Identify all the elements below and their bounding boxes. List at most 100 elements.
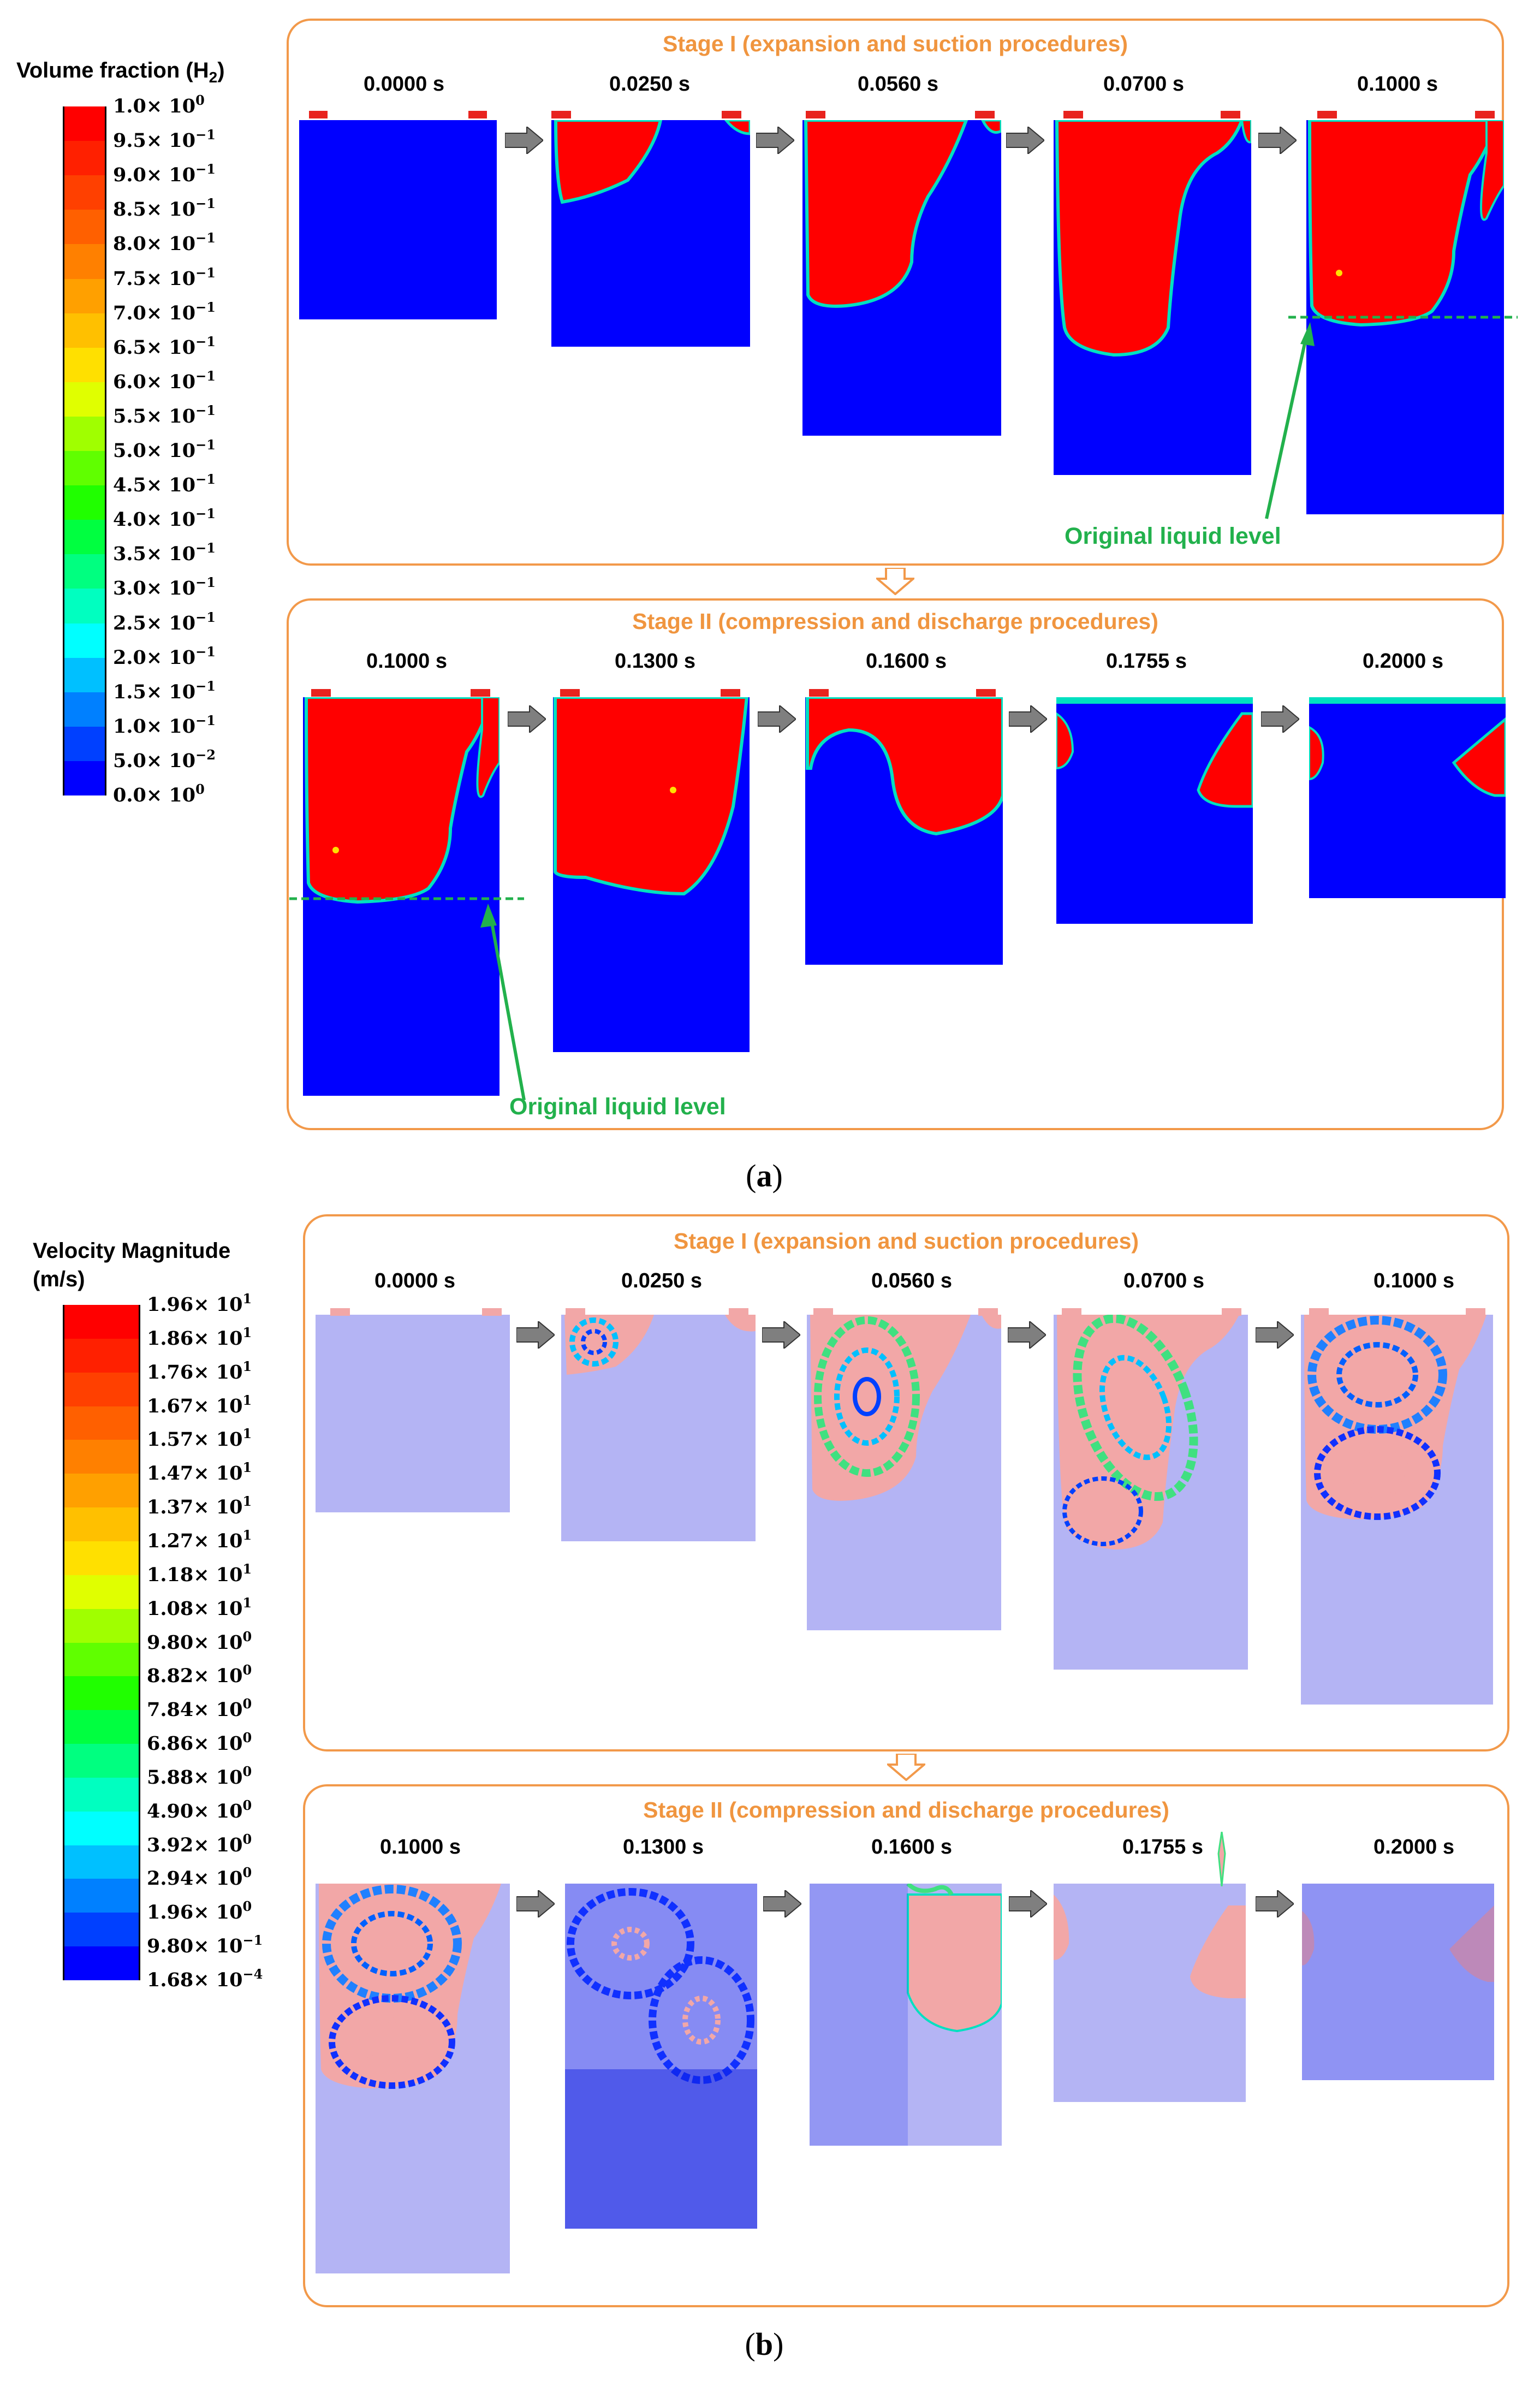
legend-title-text: Volume fraction (H [16,58,209,82]
colorbar-tick-label: 9.80× 10−1 [147,1932,263,1958]
colorbar-tick-label: 4.5× 10−1 [113,471,216,497]
colorbar-tick-label: 9.0× 10−1 [113,161,216,187]
outlet-port [722,111,741,118]
colorbar-swatch [63,726,106,762]
colorbar-swatch [63,1642,140,1677]
colorbar-tick-label: 2.0× 10−1 [113,643,216,669]
time-step-arrow [1009,705,1047,733]
time-label: 0.1000 s [366,650,447,673]
colorbar-swatch [63,1913,140,1947]
velocity-panel-0.1000s [316,1884,510,2273]
legend-title-suffix: ) [217,58,225,82]
colorbar-swatch [63,1676,140,1711]
colorbar-swatch [63,175,106,210]
colorbar-swatch [63,1406,140,1440]
colorbar-tick-label: 9.5× 10−1 [113,127,216,152]
volume-fraction-panel-0.0000s [299,120,497,319]
time-step-arrow [762,1321,800,1349]
colorbar-swatch [63,1946,140,1981]
volume-fraction-panel-0.1600s [805,697,1003,965]
velocity-legend-title: Velocity Magnitude (m/s) [33,1237,230,1293]
colorbar-tick-label: 8.5× 10−1 [113,195,216,221]
outlet-port [729,1308,748,1316]
time-label: 0.0560 s [858,73,938,96]
colorbar-swatch [63,244,106,279]
time-step-arrow [763,1890,801,1917]
colorbar-tick-label: 2.5× 10−1 [113,609,216,634]
outlet-port [471,689,490,697]
volume-fraction-panel-0.1300s [553,697,750,1052]
time-label: 0.0700 s [1103,73,1184,96]
colorbar-tick-label: 7.0× 10−1 [113,299,216,324]
colorbar-swatch [63,347,106,383]
time-step-arrow [505,127,543,154]
caption-letter: a [756,1158,772,1194]
colorbar-tick-label: 1.27× 101 [147,1527,252,1552]
level-pointer-arrow [1265,322,1315,519]
time-step-arrow [1008,1321,1046,1349]
inlet-port [1309,1308,1329,1316]
colorbar-swatch [63,1710,140,1744]
colorbar-tick-label: 4.90× 100 [147,1797,252,1822]
colorbar-tick-label: 5.0× 10−2 [113,746,216,772]
colorbar-tick-label: 1.67× 101 [147,1392,252,1417]
colorbar-tick-label: 6.86× 100 [147,1730,252,1755]
jet-plume-icon [1217,1832,1226,1886]
colorbar-swatch [63,1474,140,1508]
outlet-port [1475,111,1495,118]
time-label: 0.1000 s [1373,1269,1454,1292]
colorbar-swatch [63,657,106,693]
outlet-port [1466,1308,1485,1316]
inlet-port [809,689,829,697]
legend-title-subscript: 2 [209,69,218,86]
velocity-panel-0.0560s [807,1315,1001,1630]
colorbar-swatch [63,451,106,486]
velocity-panel-0.0250s [561,1315,756,1541]
time-step-arrow [508,705,546,733]
velocity-panel-0.1755s [1054,1884,1246,2102]
outlet-port [721,689,740,697]
colorbar-tick-label: 1.47× 101 [147,1459,252,1485]
colorbar-swatch [63,1305,140,1339]
volume-fraction-panel-0.1755s [1056,697,1253,924]
time-label: 0.1755 s [1106,650,1187,673]
original-liquid-level-label: Original liquid level [1065,523,1281,549]
time-label: 0.1600 s [866,650,947,673]
velocity-panel-0.1300s [565,1884,757,2229]
colorbar-swatch [63,278,106,314]
stage-1-box-b [303,1214,1509,1751]
time-label: 0.0560 s [871,1269,952,1292]
outlet-port [1222,1308,1241,1316]
legend-title-line-2: (m/s) [33,1267,85,1291]
colorbar-swatch [63,313,106,348]
volume-fraction-panel-0.2000s [1309,697,1506,898]
inlet-port [1062,1308,1081,1316]
stage-2-title-b: Stage II (compression and discharge proc… [643,1797,1169,1822]
stage-1-title-a: Stage I (expansion and suction procedure… [662,31,1128,56]
time-step-arrow [1256,1321,1294,1349]
colorbar-tick-label: 1.0× 100 [113,92,205,117]
caption-b: (b) [745,2326,784,2362]
time-step-arrow [1258,127,1297,154]
time-step-arrow [1009,1890,1047,1917]
colorbar-tick-label: 5.88× 100 [147,1763,252,1789]
colorbar-tick-label: 1.18× 101 [147,1560,252,1586]
colorbar-tick-label: 8.0× 10−1 [113,230,216,256]
colorbar-swatch [63,692,106,727]
colorbar-tick-label: 3.92× 100 [147,1831,252,1856]
colorbar-swatch [63,1744,140,1778]
time-label: 0.1300 s [615,650,695,673]
colorbar-swatch [63,589,106,624]
colorbar-tick-label: 1.96× 101 [147,1291,252,1316]
stage-1-title-b: Stage I (expansion and suction procedure… [673,1228,1139,1254]
colorbar-tick-label: 1.57× 101 [147,1426,252,1451]
colorbar-swatch [63,1372,140,1407]
colorbar-swatch [63,1845,140,1879]
colorbar-tick-label: 1.96× 100 [147,1898,252,1924]
colorbar-swatch [63,106,106,141]
colorbar-tick-label: 7.84× 100 [147,1696,252,1721]
colorbar-swatch [63,1541,140,1576]
time-step-arrow [758,705,796,733]
colorbar-swatch [63,382,106,417]
colorbar-tick-label: 7.5× 10−1 [113,264,216,290]
